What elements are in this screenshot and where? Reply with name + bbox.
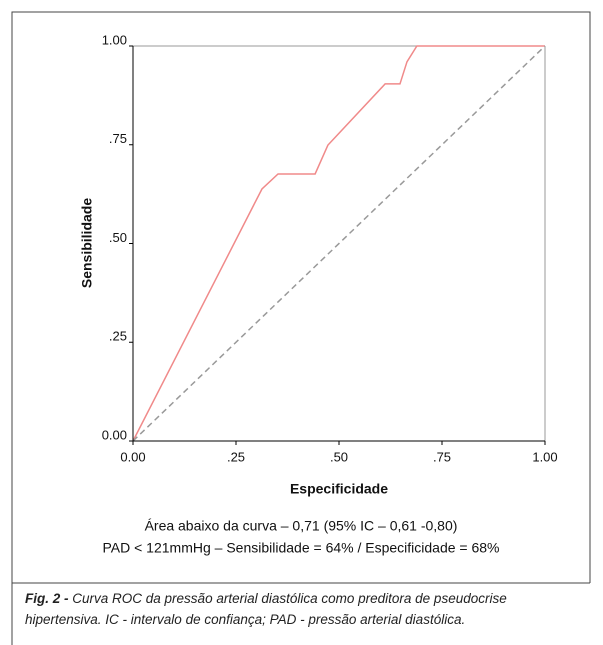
roc-curve (132, 45, 545, 442)
x-axis-label: Especificidade (290, 481, 388, 497)
y-tick-label: 1.00 (102, 32, 127, 47)
y-tick-label: 0.00 (102, 427, 127, 442)
x-tick-label: .50 (330, 449, 348, 464)
annotation: Área abaixo da curva – 0,71 (95% IC – 0,… (145, 518, 458, 534)
x-tick-label: 1.00 (532, 449, 557, 464)
reference-line (132, 45, 546, 442)
annotation: PAD < 121mmHg – Sensibilidade = 64% / Es… (102, 540, 499, 556)
caption: Fig. 2 - Curva ROC da pressão arterial d… (25, 588, 585, 630)
y-tick-label: .50 (109, 230, 127, 245)
y-axis-label: Sensibilidade (79, 198, 95, 288)
y-tick-label: .75 (109, 131, 127, 146)
caption-text: Curva ROC da pressão arterial diastólica… (25, 591, 507, 627)
x-tick-label: .25 (227, 449, 245, 464)
x-tick-label: .75 (433, 449, 451, 464)
x-tick-label: 0.00 (120, 449, 145, 464)
y-tick-label: .25 (109, 329, 127, 344)
caption-label: Fig. 2 - (25, 591, 69, 606)
figure-border (11, 11, 591, 645)
